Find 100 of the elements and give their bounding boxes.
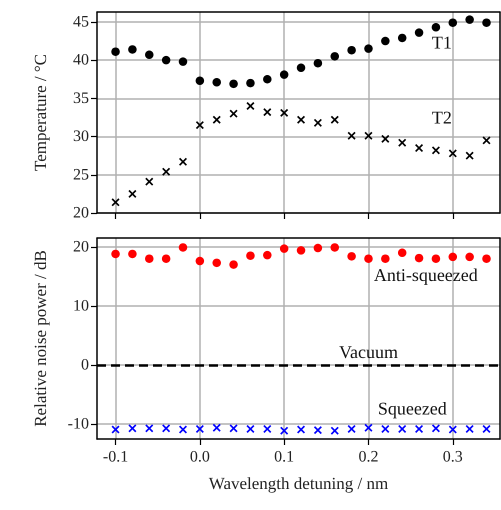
x-tick-label: -0.1: [102, 448, 128, 466]
ref-line-label: Vacuum: [338, 342, 398, 362]
point: [263, 108, 272, 116]
point: [432, 254, 440, 263]
point: [415, 424, 424, 433]
point: [111, 250, 120, 258]
point: [314, 426, 322, 434]
point: [414, 254, 424, 262]
x-tick-label: 0.2: [358, 448, 378, 466]
point: [128, 250, 137, 258]
point: [162, 424, 170, 432]
y-tick-label: 0: [81, 356, 89, 374]
point: [263, 424, 272, 433]
point: [246, 424, 254, 433]
x-axis-title: Wavelength detuning / nm: [208, 474, 388, 493]
x-tick-label: 0.0: [190, 448, 210, 466]
point: [448, 149, 457, 158]
point: [128, 190, 136, 198]
point: [246, 251, 255, 260]
point: [280, 108, 288, 117]
point: [381, 36, 390, 46]
point: [347, 46, 356, 54]
point: [398, 424, 406, 433]
point: [314, 58, 322, 68]
point: [280, 244, 288, 253]
point: [314, 118, 322, 127]
point: [178, 243, 188, 252]
point: [178, 426, 187, 434]
point: [347, 252, 356, 261]
y-tick-label: 40: [73, 52, 89, 69]
point: [381, 424, 390, 433]
y-axis-title: Relative noise power / dB: [31, 250, 50, 427]
point: [482, 18, 491, 27]
point: [432, 23, 440, 32]
y-tick-label: 20: [73, 204, 89, 222]
point: [482, 136, 491, 144]
point: [162, 168, 170, 176]
point: [364, 254, 373, 263]
y-tick-label: 35: [73, 90, 89, 107]
point: [482, 254, 491, 263]
y-tick-label: -10: [68, 416, 89, 433]
y-tick-label: 45: [73, 13, 89, 30]
point: [280, 70, 288, 79]
point: [263, 75, 272, 84]
point: [415, 144, 424, 152]
point: [196, 424, 204, 433]
point: [432, 146, 440, 154]
point: [432, 424, 440, 432]
point: [398, 34, 406, 42]
series-label: Anti-squeezed: [374, 265, 478, 286]
point: [280, 426, 288, 435]
point: [112, 198, 120, 206]
point: [466, 152, 474, 160]
point: [297, 426, 306, 434]
point: [162, 56, 170, 64]
point: [448, 426, 457, 434]
point: [381, 134, 390, 143]
point: [448, 18, 458, 27]
point: [178, 57, 188, 66]
point: [296, 64, 306, 72]
point: [229, 260, 238, 269]
point: [398, 138, 406, 147]
point: [196, 256, 204, 266]
point: [212, 258, 221, 268]
point: [196, 121, 204, 130]
point: [128, 424, 136, 432]
point: [381, 254, 390, 263]
point: [364, 44, 373, 53]
series-label: T2: [432, 107, 452, 128]
y-tick-label: 20: [73, 238, 89, 256]
point: [246, 102, 254, 110]
point: [465, 252, 474, 262]
point: [145, 254, 154, 263]
point: [330, 116, 339, 124]
point: [212, 116, 221, 124]
point: [145, 424, 154, 432]
y-tick-label: 25: [73, 166, 89, 184]
point: [229, 80, 238, 88]
point: [330, 243, 340, 252]
point: [212, 78, 221, 87]
point: [145, 50, 154, 60]
point: [482, 424, 491, 433]
point: [111, 47, 120, 56]
series-label: Squeezed: [378, 398, 447, 418]
point: [162, 254, 170, 263]
point: [296, 246, 306, 255]
point: [230, 110, 238, 118]
point: [348, 132, 356, 140]
y-tick-label: 10: [73, 297, 89, 314]
point: [465, 15, 474, 24]
point: [466, 424, 474, 433]
point: [314, 244, 322, 252]
point: [212, 424, 221, 432]
point: [330, 52, 340, 61]
point: [364, 132, 372, 140]
point: [230, 424, 238, 432]
point: [448, 252, 458, 262]
point: [196, 76, 204, 86]
point: [246, 78, 255, 88]
point: [330, 426, 339, 435]
